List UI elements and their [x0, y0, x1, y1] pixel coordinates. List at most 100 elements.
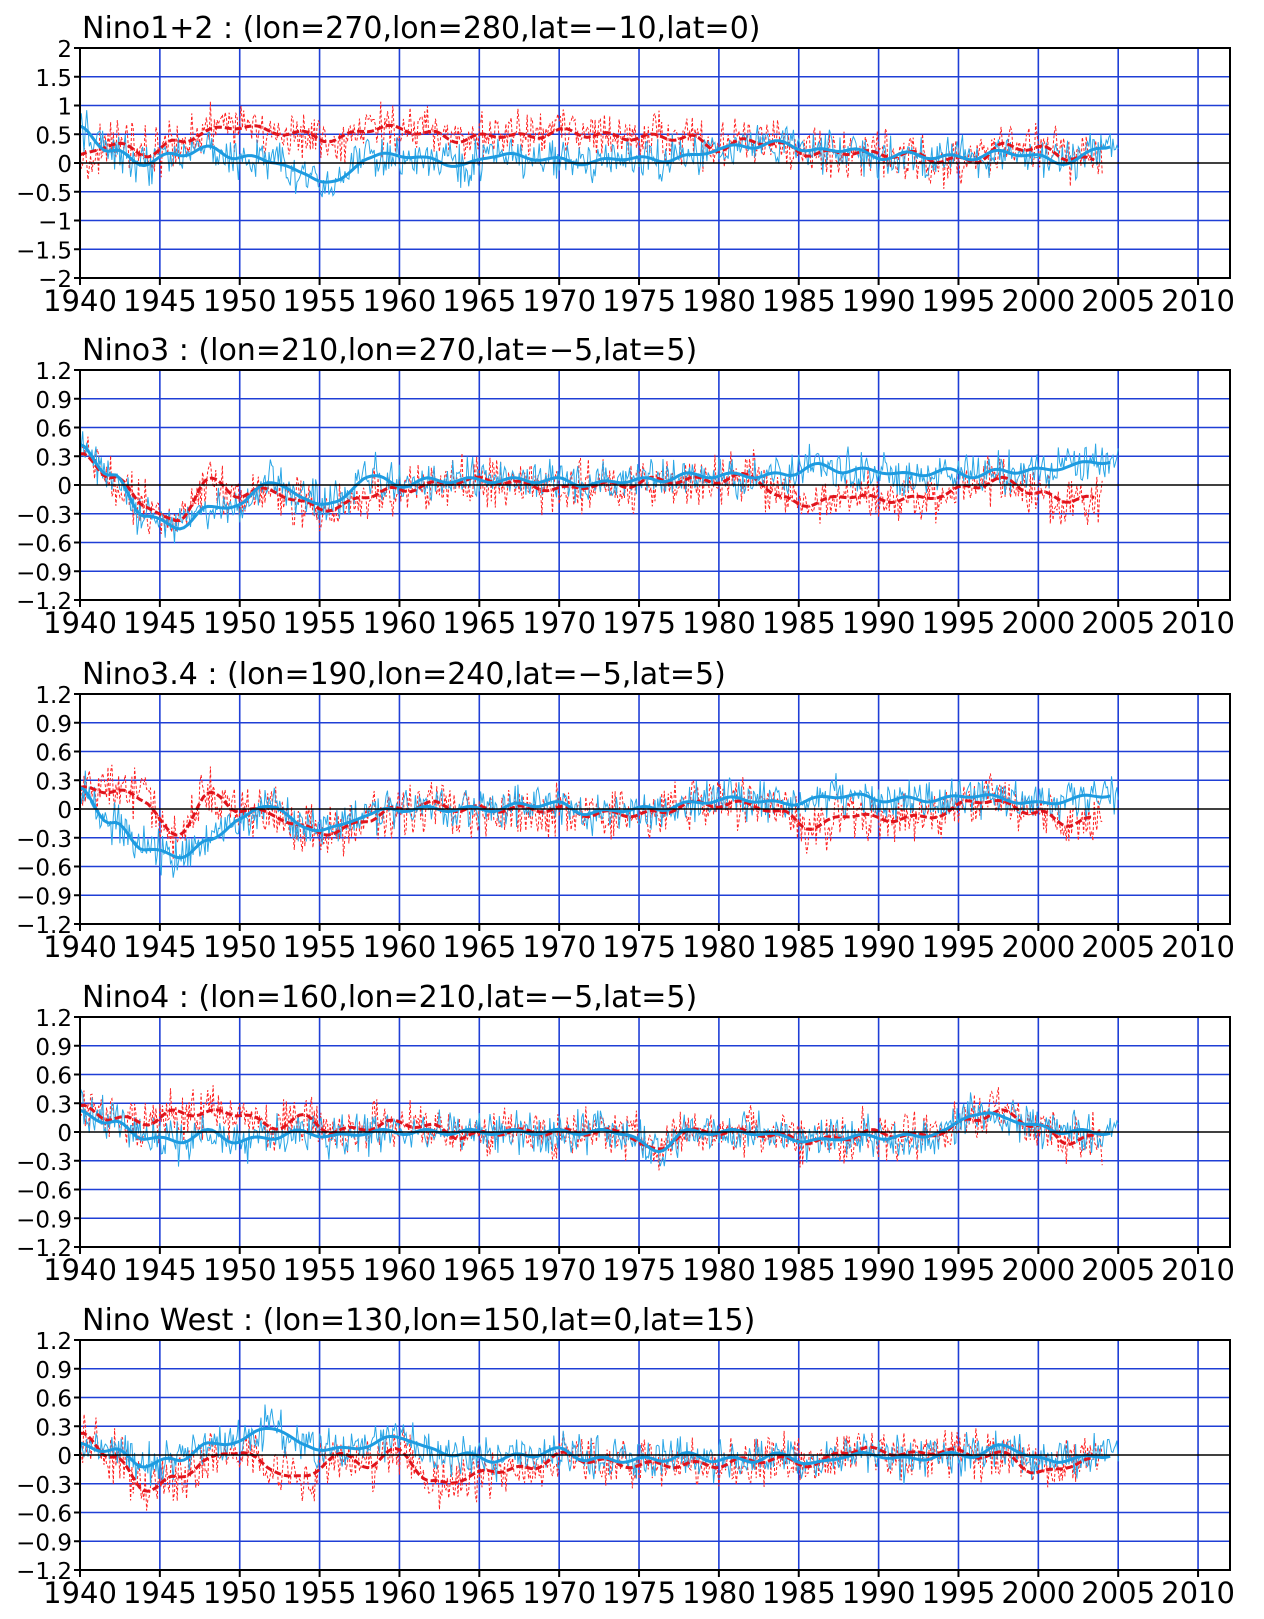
x-tick-label: 1960 — [363, 1576, 437, 1610]
series-blue-monthly — [79, 1404, 1119, 1487]
series-blue-smoothed — [79, 786, 1111, 860]
x-tick-label: 1985 — [762, 930, 836, 964]
y-tick-label: 0.3 — [35, 1092, 72, 1118]
x-tick-label: 2000 — [1001, 284, 1075, 318]
x-tick-label: 1980 — [682, 1253, 756, 1287]
y-tick-label: −0.6 — [16, 856, 72, 882]
y-tick-label: 0.3 — [35, 445, 72, 471]
y-tick-label: 0.6 — [35, 1387, 72, 1413]
y-tick-label: −1.2 — [16, 589, 72, 615]
y-tick-label: 0 — [57, 474, 72, 500]
y-tick-label: 0.9 — [35, 1358, 72, 1384]
y-tick-label: −1.2 — [16, 913, 72, 939]
y-tick-label: 0.6 — [35, 741, 72, 767]
x-tick-label: 1965 — [442, 606, 516, 640]
x-tick-label: 1960 — [363, 1253, 437, 1287]
x-tick-label: 1940 — [43, 284, 117, 318]
x-tick-label: 1960 — [363, 284, 437, 318]
x-tick-label: 2000 — [1001, 1253, 1075, 1287]
x-tick-label: 1955 — [283, 1253, 357, 1287]
y-tick-label: 1.5 — [35, 66, 72, 92]
x-tick-label: 1990 — [842, 1576, 916, 1610]
x-tick-label: 1945 — [123, 1576, 197, 1610]
x-tick-label: 1970 — [522, 606, 596, 640]
y-tick-label: 0.6 — [35, 417, 72, 443]
x-tick-label: 1945 — [123, 930, 197, 964]
y-tick-label: −1.2 — [16, 1559, 72, 1585]
y-tick-label: 0.5 — [35, 123, 72, 149]
series-blue-smoothed — [79, 442, 1111, 531]
x-tick-label: 1965 — [442, 1253, 516, 1287]
series-red-smoothed — [79, 1103, 1095, 1151]
y-tick-label: 0 — [57, 1444, 72, 1470]
x-tick-label: 1990 — [842, 606, 916, 640]
y-tick-label: 0 — [57, 152, 72, 178]
x-tick-label: 1980 — [682, 606, 756, 640]
panel-title: Nino4 : (lon=160,lon=210,lat=−5,lat=5) — [82, 980, 697, 1015]
series-blue-smoothed — [79, 124, 1111, 184]
y-tick-label: −1 — [38, 210, 72, 236]
y-tick-label: −0.9 — [16, 560, 72, 586]
x-tick-label: 2005 — [1081, 606, 1155, 640]
y-tick-label: −0.6 — [16, 1502, 72, 1528]
series-red-monthly — [79, 1414, 1103, 1511]
x-tick-label: 1955 — [283, 930, 357, 964]
y-tick-label: −0.3 — [16, 1150, 72, 1176]
y-tick-label: −0.3 — [16, 1473, 72, 1499]
x-tick-label: 1950 — [203, 930, 277, 964]
x-tick-label: 1985 — [762, 1253, 836, 1287]
y-tick-label: −1.5 — [16, 238, 72, 264]
x-tick-label: 1980 — [682, 284, 756, 318]
y-tick-label: 0.9 — [35, 712, 72, 738]
y-tick-label: 0.9 — [35, 388, 72, 414]
x-tick-label: 2010 — [1161, 930, 1235, 964]
y-tick-label: 0 — [57, 1121, 72, 1147]
x-tick-label: 1940 — [43, 1576, 117, 1610]
panel-title: Nino3.4 : (lon=190,lon=240,lat=−5,lat=5) — [82, 657, 726, 692]
panel-title: Nino1+2 : (lon=270,lon=280,lat=−10,lat=0… — [82, 11, 761, 46]
y-tick-label: −0.9 — [16, 1207, 72, 1233]
series-red-smoothed — [79, 452, 1095, 523]
x-tick-label: 2000 — [1001, 930, 1075, 964]
x-tick-label: 1990 — [842, 1253, 916, 1287]
x-tick-label: 1945 — [123, 284, 197, 318]
x-tick-label: 1995 — [922, 284, 996, 318]
y-tick-label: 1 — [57, 95, 72, 121]
x-tick-label: 1970 — [522, 284, 596, 318]
y-tick-label: 0.9 — [35, 1035, 72, 1061]
y-tick-label: −0.9 — [16, 884, 72, 910]
y-tick-label: 1.2 — [35, 359, 72, 385]
y-tick-label: −0.6 — [16, 532, 72, 558]
x-tick-label: 1980 — [682, 930, 756, 964]
x-tick-label: 1940 — [43, 606, 117, 640]
series-blue-monthly — [79, 770, 1119, 878]
x-tick-label: 1950 — [203, 1576, 277, 1610]
x-tick-label: 1955 — [283, 606, 357, 640]
x-tick-label: 1995 — [922, 606, 996, 640]
y-tick-label: −0.6 — [16, 1179, 72, 1205]
x-tick-label: 1990 — [842, 930, 916, 964]
y-tick-label: −0.3 — [16, 503, 72, 529]
x-tick-label: 1955 — [283, 284, 357, 318]
y-tick-label: 1.2 — [35, 1329, 72, 1355]
x-tick-label: 2005 — [1081, 1576, 1155, 1610]
x-tick-label: 2010 — [1161, 1576, 1235, 1610]
y-tick-label: −1.2 — [16, 1236, 72, 1262]
x-tick-label: 1950 — [203, 1253, 277, 1287]
x-tick-label: 1975 — [602, 1576, 676, 1610]
x-tick-label: 1940 — [43, 930, 117, 964]
x-tick-label: 2000 — [1001, 1576, 1075, 1610]
x-tick-label: 1950 — [203, 284, 277, 318]
x-tick-label: 1970 — [522, 930, 596, 964]
x-tick-label: 1970 — [522, 1576, 596, 1610]
x-tick-label: 1980 — [682, 1576, 756, 1610]
series-red-monthly — [79, 436, 1103, 536]
y-tick-label: 0.6 — [35, 1064, 72, 1090]
series-red-smoothed — [79, 785, 1095, 837]
x-tick-label: 1975 — [602, 1253, 676, 1287]
x-tick-label: 2005 — [1081, 1253, 1155, 1287]
x-tick-label: 1945 — [123, 606, 197, 640]
series-red-smoothed — [79, 123, 1095, 165]
x-tick-label: 1975 — [602, 930, 676, 964]
